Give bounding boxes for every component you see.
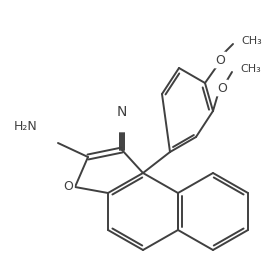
Text: O: O <box>217 81 227 95</box>
Text: CH₃: CH₃ <box>241 36 262 46</box>
Text: CH₃: CH₃ <box>240 64 261 74</box>
Text: O: O <box>63 180 73 194</box>
Text: H₂N: H₂N <box>14 120 38 134</box>
Text: O: O <box>215 53 225 66</box>
Text: N: N <box>117 105 127 119</box>
